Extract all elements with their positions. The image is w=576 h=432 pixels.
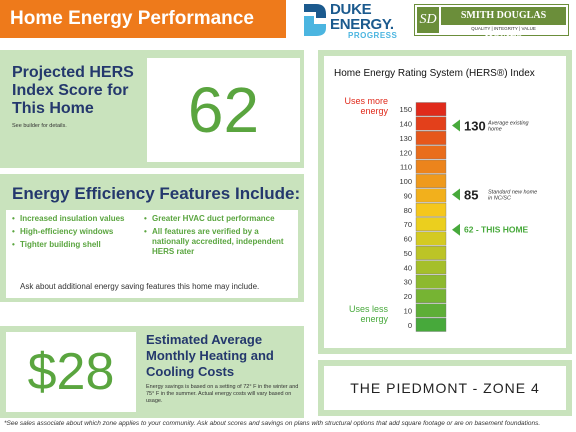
scale-tick-label: 60 xyxy=(404,235,412,244)
scale-tick-label: 150 xyxy=(399,105,412,114)
features-list-left: • Increased insulation values • High-effic… xyxy=(12,214,144,253)
feature-text: High-efficiency windows xyxy=(20,227,114,236)
savings-panel: $28 Estimated Average Monthly Heating an… xyxy=(0,326,304,418)
scale-segment xyxy=(415,202,447,217)
duke-wordmark-line2: ENERGY. xyxy=(330,16,394,33)
scale-segment xyxy=(415,317,447,332)
sd-monogram: SD xyxy=(417,7,439,33)
scale-segment xyxy=(415,246,447,260)
feature-text: Tighter building shell xyxy=(20,240,101,249)
feature-item: • Tighter building shell xyxy=(12,240,144,250)
savings-note: Energy savings is based on a setting of … xyxy=(146,384,299,404)
scale-tick-label: 10 xyxy=(404,306,412,315)
zone-label: THE PIEDMONT - ZONE 4 xyxy=(324,366,566,410)
duke-progress-label: PROGRESS xyxy=(348,31,398,40)
hers-score-panel: Projected HERS Index Score for This Home… xyxy=(0,50,304,168)
scale-tick-label: 100 xyxy=(399,177,412,186)
scale-bottom-label: Uses less energy xyxy=(349,304,389,324)
scale-tick-label: 130 xyxy=(399,134,412,143)
features-title: Energy Efficiency Features Include: xyxy=(12,184,301,203)
marker-label: 130 xyxy=(464,118,486,133)
features-list-right: • Greater HVAC duct performance • All feat… xyxy=(144,214,294,260)
footnote: *See sales associate about which zone ap… xyxy=(4,420,541,427)
feature-text: All features are verified by a nationall… xyxy=(152,227,284,256)
scale-segment xyxy=(415,188,447,203)
bullet-icon: • xyxy=(12,214,15,223)
bullet-icon: • xyxy=(144,227,147,236)
scale-tick-label: 80 xyxy=(404,206,412,215)
scale-tick-label: 110 xyxy=(400,163,412,172)
sd-name: SMITH DOUGLAS HOMES xyxy=(441,7,566,39)
bullet-icon: • xyxy=(144,214,147,223)
marker-description: Standard new home in NC/SC xyxy=(488,189,537,201)
scale-tick-label: 0 xyxy=(408,321,412,330)
bullet-icon: • xyxy=(12,227,15,236)
feature-item: • Greater HVAC duct performance xyxy=(144,214,294,224)
hers-chart-box: 150 140 130 120 110 100 90 80 70 60 50 40 30 20 10 0 Use… xyxy=(324,56,566,348)
scale-tick-label: 40 xyxy=(404,263,412,272)
duke-wordmark-line1: DUKE xyxy=(330,1,372,18)
scale-tick-label: 70 xyxy=(404,220,412,229)
duke-logo-mark-icon xyxy=(304,4,326,36)
scale-top-label: Uses more energy xyxy=(344,96,388,116)
scale-segment xyxy=(415,231,447,246)
marker-arrow-icon xyxy=(452,188,460,201)
marker-arrow-icon xyxy=(452,119,460,132)
scale-segment xyxy=(415,174,447,188)
scale-segment xyxy=(415,145,447,160)
feature-item: • Increased insulation values xyxy=(12,214,144,224)
chart-title: Home Energy Rating System (HERS®) Index xyxy=(334,68,535,79)
scale-tick-label: 50 xyxy=(404,249,412,258)
scale-segment xyxy=(415,159,447,174)
savings-amount: $28 xyxy=(6,332,136,412)
scale-segment xyxy=(415,102,447,117)
scale-segment xyxy=(415,116,447,131)
scale-tick-label: 30 xyxy=(404,278,412,287)
scale-tick-label: 20 xyxy=(404,292,412,301)
hers-score-label: Projected HERS Index Score for This Home xyxy=(12,64,134,117)
bullet-icon: • xyxy=(12,240,15,249)
feature-text: Greater HVAC duct performance xyxy=(152,214,275,223)
features-panel: Energy Efficiency Features Include: • Inc… xyxy=(0,174,304,302)
hers-score-note: See builder for details. xyxy=(12,123,67,129)
scale-segment xyxy=(415,289,447,303)
savings-title: Estimated Average Monthly Heating and Co… xyxy=(146,332,274,379)
smith-douglas-logo: SD SMITH DOUGLAS HOMES QUALITY | INTEGRI… xyxy=(414,4,569,39)
scale-tick-label: 120 xyxy=(399,148,412,157)
scale-segment xyxy=(415,303,447,318)
features-footer: Ask about additional energy saving featu… xyxy=(20,282,260,291)
hers-score-value: 62 xyxy=(147,58,300,162)
page-title: Home Energy Performance xyxy=(0,0,286,38)
feature-item: • High-efficiency windows xyxy=(12,227,144,237)
scale-tick-label: 90 xyxy=(404,191,412,200)
feature-item: • All features are verified by a national… xyxy=(144,227,294,257)
feature-text: Increased insulation values xyxy=(20,214,125,223)
scale-segment xyxy=(415,274,447,289)
duke-wordmark: DUKE ENERGY. xyxy=(330,2,394,32)
sd-tagline: QUALITY | INTEGRITY | VALUE xyxy=(471,26,536,31)
hers-chart: 1501401301201101009080706050403020100Use… xyxy=(344,96,537,332)
marker-arrow-icon xyxy=(452,223,460,236)
hers-chart-panel: 150 140 130 120 110 100 90 80 70 60 50 40 30 20 10 0 Use… xyxy=(318,50,572,354)
zone-panel: THE PIEDMONT - ZONE 4 xyxy=(318,360,572,416)
scale-tick-label: 140 xyxy=(399,120,412,129)
duke-energy-logo: DUKE ENERGY. PROGRESS xyxy=(300,2,410,42)
marker-label: 85 xyxy=(464,187,478,202)
scale-segment xyxy=(415,131,447,145)
scale-segment xyxy=(415,217,447,232)
marker-label: 62 - THIS HOME xyxy=(464,225,529,235)
scale-segment xyxy=(415,260,447,275)
marker-description: Average existing home xyxy=(487,120,530,132)
features-box: • Increased insulation values • High-effic… xyxy=(6,210,298,298)
